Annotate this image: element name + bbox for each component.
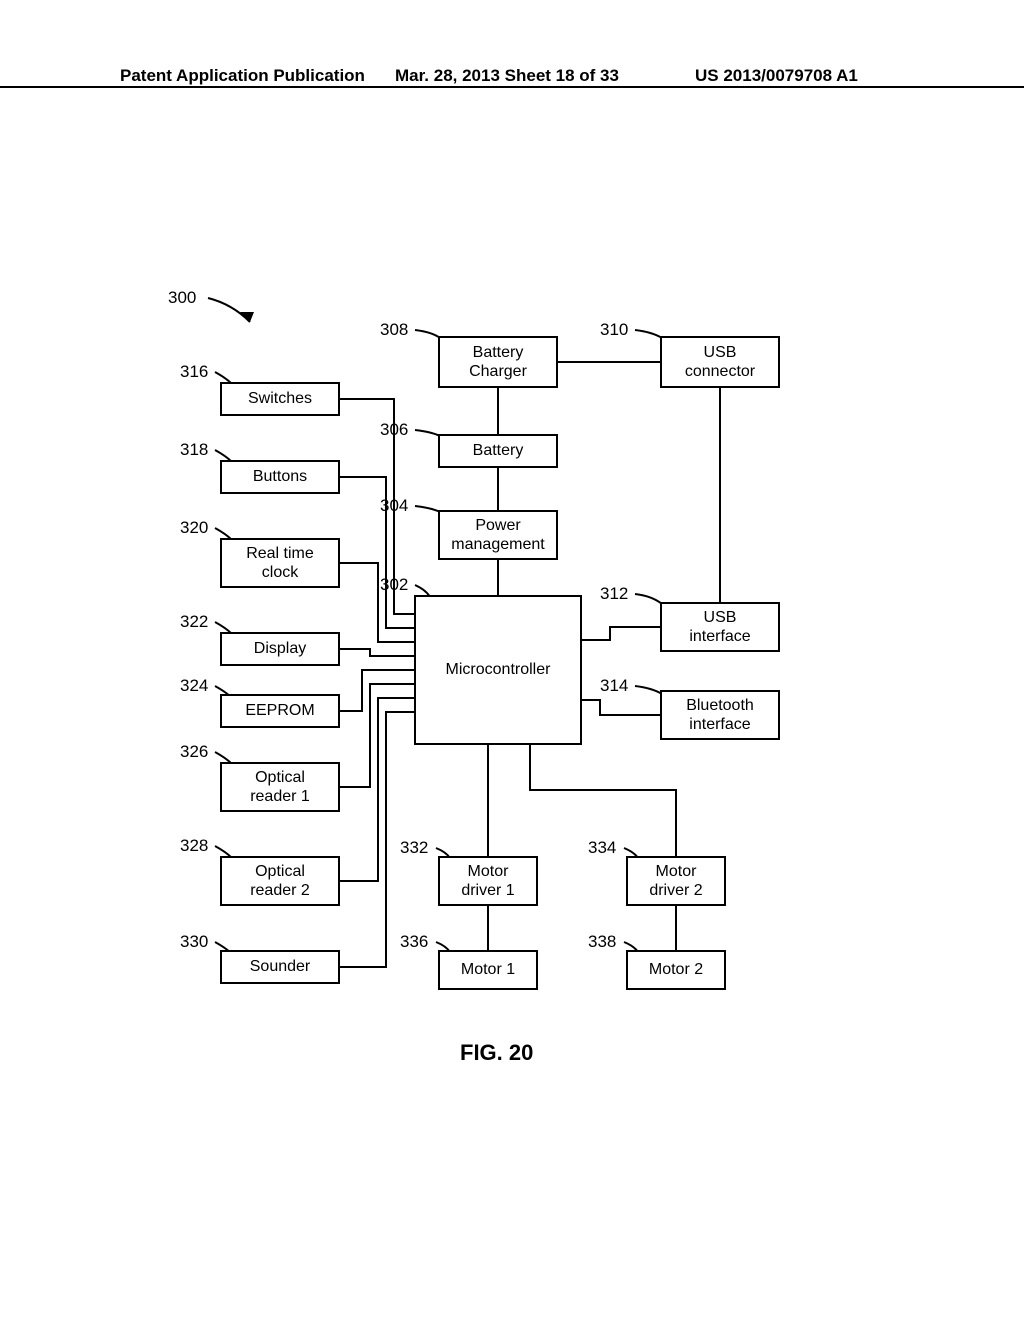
ref-326: 326 [180,742,208,762]
block-eeprom: EEPROM [220,694,340,728]
ref-334: 334 [588,838,616,858]
patent-page: Patent Application Publication Mar. 28, … [0,0,1024,1320]
ref-310: 310 [600,320,628,340]
ref-320: 320 [180,518,208,538]
block-motor-2: Motor 2 [626,950,726,990]
block-optical-reader-1: Opticalreader 1 [220,762,340,812]
block-battery: Battery [438,434,558,468]
block-label: Real timeclock [246,544,314,582]
block-switches: Switches [220,382,340,416]
block-label: Buttons [253,467,307,486]
ref-314: 314 [600,676,628,696]
ref-318: 318 [180,440,208,460]
block-label: Opticalreader 1 [250,768,310,806]
ref-304: 304 [380,496,408,516]
block-motor-driver-2: Motordriver 2 [626,856,726,906]
block-label: USBinterface [689,608,750,646]
block-label: Motordriver 1 [461,862,514,900]
block-bluetooth-interface: Bluetoothinterface [660,690,780,740]
block-motor-driver-1: Motordriver 1 [438,856,538,906]
ref-324: 324 [180,676,208,696]
ref-312: 312 [600,584,628,604]
ref-338: 338 [588,932,616,952]
block-buttons: Buttons [220,460,340,494]
ref-302: 302 [380,575,408,595]
ref-330: 330 [180,932,208,952]
block-label: Bluetoothinterface [686,696,754,734]
block-diagram: Microcontroller Powermanagement Battery … [0,0,1024,1320]
figure-label: FIG. 20 [460,1040,533,1066]
ref-306: 306 [380,420,408,440]
block-label: Opticalreader 2 [250,862,310,900]
block-motor-1: Motor 1 [438,950,538,990]
block-label: Motor 1 [461,960,515,979]
block-label: BatteryCharger [469,343,527,381]
block-usb-connector: USBconnector [660,336,780,388]
block-usb-interface: USBinterface [660,602,780,652]
block-label: Motor 2 [649,960,703,979]
block-display: Display [220,632,340,666]
block-sounder: Sounder [220,950,340,984]
block-label: USBconnector [685,343,755,381]
ref-322: 322 [180,612,208,632]
ref-system: 300 [168,288,196,308]
block-label: Switches [248,389,312,408]
ref-316: 316 [180,362,208,382]
block-label: Display [254,639,306,658]
block-label: Powermanagement [451,516,544,554]
block-label: Sounder [250,957,311,976]
block-power-management: Powermanagement [438,510,558,560]
block-label: EEPROM [245,701,314,720]
block-battery-charger: BatteryCharger [438,336,558,388]
block-label: Microcontroller [446,660,551,679]
block-microcontroller: Microcontroller [414,595,582,745]
block-label: Motordriver 2 [649,862,702,900]
ref-336: 336 [400,932,428,952]
block-optical-reader-2: Opticalreader 2 [220,856,340,906]
block-real-time-clock: Real timeclock [220,538,340,588]
ref-328: 328 [180,836,208,856]
block-label: Battery [473,441,524,460]
ref-308: 308 [380,320,408,340]
ref-332: 332 [400,838,428,858]
